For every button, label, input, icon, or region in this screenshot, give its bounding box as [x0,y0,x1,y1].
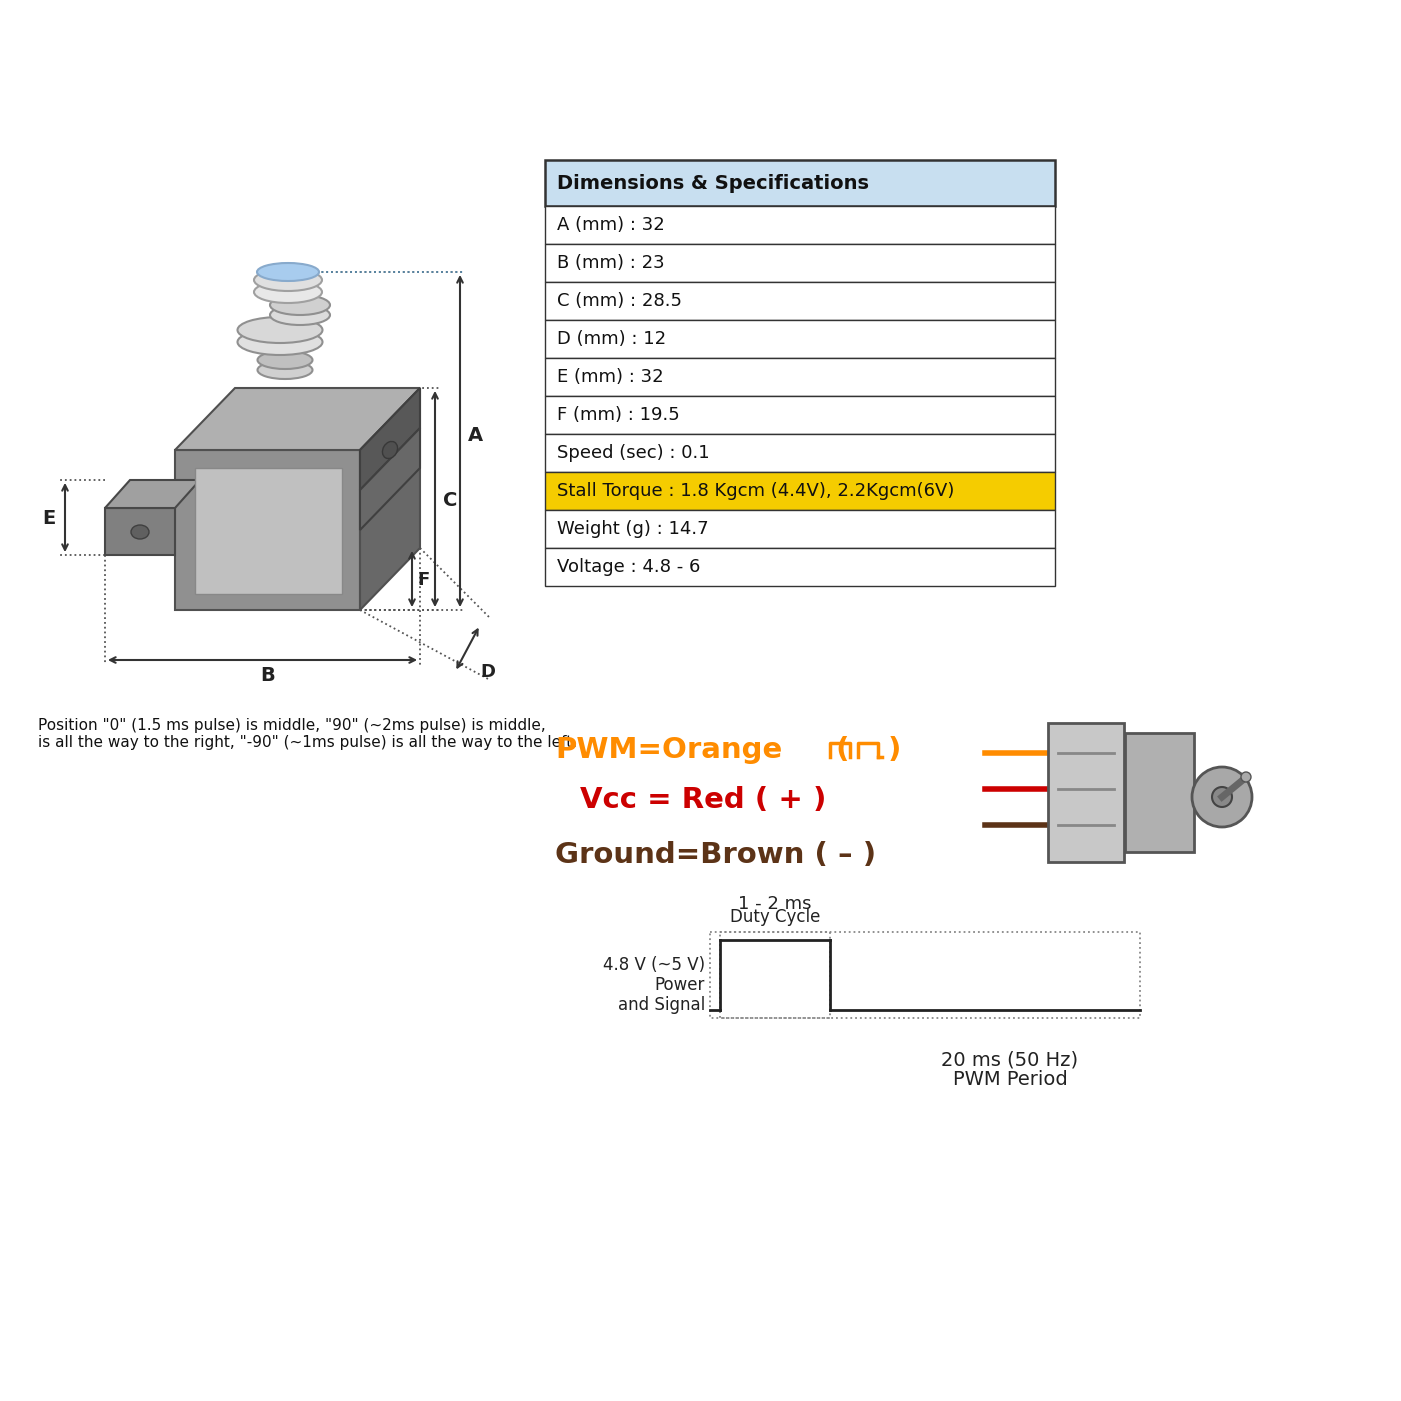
Text: PWM=Orange: PWM=Orange [555,736,782,764]
Text: C (mm) : 28.5: C (mm) : 28.5 [558,291,682,310]
Circle shape [1241,772,1251,782]
Text: Power: Power [654,976,705,993]
Text: Ground=Brown ( – ): Ground=Brown ( – ) [555,841,876,869]
Text: C: C [443,490,457,510]
Polygon shape [360,388,420,609]
Text: ): ) [888,736,901,764]
FancyBboxPatch shape [545,510,1055,548]
Ellipse shape [238,329,322,354]
Text: (: ( [827,736,849,764]
Circle shape [1212,787,1231,807]
Text: Vcc = Red ( + ): Vcc = Red ( + ) [580,786,827,814]
Text: A (mm) : 32: A (mm) : 32 [558,216,664,234]
FancyBboxPatch shape [545,472,1055,510]
Text: D: D [481,663,495,681]
Polygon shape [105,509,175,555]
Ellipse shape [270,296,331,315]
FancyBboxPatch shape [545,359,1055,396]
FancyBboxPatch shape [545,282,1055,319]
Text: Voltage : 4.8 - 6: Voltage : 4.8 - 6 [558,558,700,576]
Text: 4.8 V (~5 V): 4.8 V (~5 V) [602,955,705,974]
Text: and Signal: and Signal [618,996,705,1014]
Polygon shape [175,388,420,450]
Ellipse shape [382,441,398,458]
Circle shape [1192,766,1252,827]
Text: Position "0" (1.5 ms pulse) is middle, "90" (~2ms pulse) is middle,
is all the w: Position "0" (1.5 ms pulse) is middle, "… [38,717,577,751]
Polygon shape [360,427,420,530]
Text: F: F [417,572,429,588]
Text: 20 ms (50 Hz): 20 ms (50 Hz) [941,1049,1079,1069]
Polygon shape [360,388,420,490]
Text: A: A [468,426,483,444]
Ellipse shape [256,263,319,282]
Text: Speed (sec) : 0.1: Speed (sec) : 0.1 [558,444,710,462]
FancyBboxPatch shape [545,434,1055,472]
Ellipse shape [258,352,312,368]
Ellipse shape [132,525,149,539]
Text: E: E [42,509,55,528]
Text: E (mm) : 32: E (mm) : 32 [558,368,664,387]
Ellipse shape [238,317,322,343]
FancyBboxPatch shape [545,396,1055,434]
Text: Duty Cycle: Duty Cycle [730,908,820,926]
Polygon shape [195,468,342,594]
FancyBboxPatch shape [545,244,1055,282]
FancyBboxPatch shape [1048,723,1124,862]
Ellipse shape [254,282,322,303]
Text: F (mm) : 19.5: F (mm) : 19.5 [558,406,679,425]
Text: Stall Torque : 1.8 Kgcm (4.4V), 2.2Kgcm(6V): Stall Torque : 1.8 Kgcm (4.4V), 2.2Kgcm(… [558,482,954,500]
Text: B (mm) : 23: B (mm) : 23 [558,254,664,272]
Polygon shape [105,481,200,509]
Text: D (mm) : 12: D (mm) : 12 [558,331,665,347]
Ellipse shape [258,361,312,380]
Ellipse shape [254,269,322,291]
FancyBboxPatch shape [545,160,1055,206]
Text: B: B [261,665,275,685]
FancyBboxPatch shape [545,548,1055,586]
FancyBboxPatch shape [1125,733,1194,852]
Text: Weight (g) : 14.7: Weight (g) : 14.7 [558,520,709,538]
Ellipse shape [270,305,331,325]
FancyBboxPatch shape [545,319,1055,359]
Polygon shape [175,450,360,609]
Text: Dimensions & Specifications: Dimensions & Specifications [558,174,869,192]
Text: 1 - 2 ms: 1 - 2 ms [738,895,811,913]
FancyBboxPatch shape [545,206,1055,244]
Text: PWM Period: PWM Period [953,1070,1068,1089]
